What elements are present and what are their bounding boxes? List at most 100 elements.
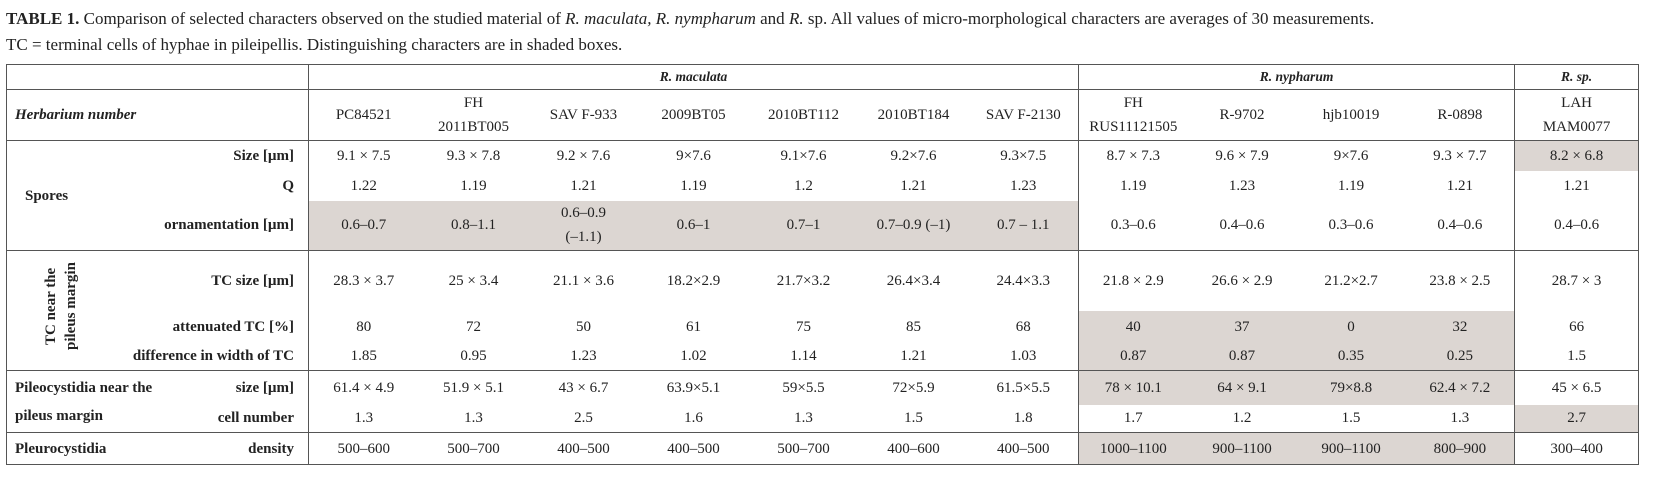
value-cell: 0.8–1.1	[418, 200, 529, 251]
value-cell: 800–900	[1405, 432, 1515, 465]
value-cell: 2.7	[1514, 404, 1639, 433]
value-cell: 0.4–0.6	[1437, 217, 1483, 234]
value-cell: 28.3 × 3.7	[308, 250, 419, 311]
value-cell: 78 × 10.1	[1078, 370, 1188, 405]
value-cell: 59×5.5	[748, 370, 859, 405]
value-cell: 1.21	[570, 177, 597, 194]
specimen-id: 2010BT184	[877, 107, 950, 123]
value-cell: 8.7 × 7.3	[1078, 140, 1188, 171]
value-cell: 0.7–1	[748, 200, 859, 251]
data-row: Spores Size [µm] 9.1 × 7.5 9.3 × 7.8 9.2 × 7…	[6, 140, 1639, 251]
value-cell: 72×5.9	[858, 370, 969, 405]
row-label: ornamentation [µm]	[164, 217, 294, 234]
value-cell: 500–700	[418, 432, 529, 465]
value-cell: 21.7×3.2	[748, 250, 859, 311]
group-name: R. maculata	[307, 64, 1079, 90]
value-cell: 1.5	[1341, 410, 1361, 427]
row-label: size [µm]	[114, 370, 309, 405]
value-cell: 0.7 – 1.1	[968, 200, 1079, 251]
value-cell: 61	[686, 318, 701, 335]
caption-text: Comparison of selected characters observ…	[79, 9, 566, 28]
data-row: difference in width of TC 1.85 0.95 1.23 1.0…	[7, 342, 1639, 371]
value-cell: 9.3 × 7.7	[1405, 140, 1515, 171]
value-cell: 1000–1100	[1078, 432, 1188, 465]
value-cell: 0.3–0.6	[1078, 200, 1188, 251]
data-row: TC near the pileus margin TC size [µm] 28.…	[6, 250, 1639, 371]
value-cell: 0.35	[1296, 342, 1406, 371]
value-cell: 500–600	[308, 432, 419, 465]
value-cell: 0.3–0.6	[1328, 217, 1374, 234]
value-cell: 400–500	[968, 432, 1079, 465]
value-cell: 64 × 9.1	[1187, 370, 1297, 405]
value-cell: 9.1 × 7.5	[308, 140, 419, 171]
value-cell: 0.4–0.6	[1219, 217, 1265, 234]
value-cell: 40	[1078, 310, 1188, 343]
value-cell: 0.4–0.6	[1514, 200, 1639, 251]
value-cell: 1.19	[680, 177, 707, 194]
section-name: Spores	[25, 187, 69, 204]
row-label: difference in width of TC	[132, 348, 294, 365]
value-cell: 1.21	[1514, 170, 1639, 201]
value-cell: 18.2×2.9	[638, 250, 749, 311]
value-cell: 1.3	[1450, 410, 1470, 427]
caption-label: TABLE 1.	[6, 9, 80, 28]
value-cell: 1.19	[1337, 177, 1365, 194]
data-row: attenuated TC [%] 80 72 50 61 75 85 68 40 37 0 32 66	[7, 310, 1639, 343]
row-label: density	[114, 432, 309, 465]
value-cell: 0.25	[1405, 342, 1515, 371]
section-label: TC near the pileus margin	[6, 250, 115, 371]
value-cell: 1.21	[900, 177, 927, 194]
value-cell: 68	[1015, 318, 1031, 335]
section-name: TC near the pileus margin	[42, 262, 79, 351]
caption-line: TABLE 1. Comparison of selected characte…	[6, 6, 1656, 32]
data-row: cell number 1.3 1.3 2.5 1.6 1.3 1.5 1.8 1.7 1.2 1.…	[7, 404, 1639, 433]
value-cell: 9.2 × 7.6	[528, 140, 639, 171]
value-cell: 1.5	[904, 410, 923, 427]
value-cell: 1.21	[1446, 177, 1473, 194]
value-cell: 50	[576, 318, 591, 335]
value-cell: 1.19	[460, 177, 487, 194]
value-cell: 0.7–0.9 (–1)	[858, 200, 969, 251]
caption-text: sp. All values of micro-morphological ch…	[803, 9, 1375, 28]
caption-text: and	[755, 9, 789, 28]
value-cell: 1.85	[308, 342, 419, 371]
specimen-id: R-0898	[1437, 107, 1483, 123]
value-cell: 0.87	[1187, 342, 1297, 371]
section-label: Spores	[6, 140, 115, 251]
data-row: Q 1.22 1.19 1.21 1.19 1.2 1.21 1.23 1.19 1.23 1.19…	[7, 170, 1639, 201]
value-cell: 1.3	[464, 410, 483, 427]
value-cell: 1.8	[1013, 410, 1033, 427]
value-cell: 72	[466, 318, 481, 335]
data-row: ornamentation [µm] 0.6–0.7 0.8–1.1 0.6–0.9 …	[7, 200, 1639, 251]
value-cell: 1.19	[1078, 170, 1188, 201]
value-cell: 63.9×5.1	[638, 370, 749, 405]
value-cell: 1.23	[1228, 177, 1256, 194]
value-cell: 1.23	[1010, 177, 1037, 194]
herbarium-label: Herbarium number	[15, 107, 137, 123]
caption-species: R. maculata, R. nympharum	[565, 9, 756, 28]
caption-note: TC = terminal cells of hyphae in pileipe…	[6, 35, 623, 54]
group-header-row: R. maculata R. nypharum R. sp.	[6, 64, 1639, 90]
value-cell: 45 × 6.5	[1514, 370, 1639, 405]
value-cell: 300–400	[1514, 432, 1639, 465]
value-cell: 1.5	[1514, 342, 1639, 371]
row-label: Q	[282, 177, 294, 194]
value-cell: 1.23	[570, 348, 597, 365]
value-cell: 21.8 × 2.9	[1078, 250, 1188, 311]
specimen-id: 2009BT05	[661, 107, 726, 123]
value-cell: 66	[1514, 310, 1639, 343]
value-cell: 28.7 × 3	[1514, 250, 1639, 311]
data-row: Pleurocystidia density 500–600 500–700 400–5…	[6, 432, 1639, 465]
value-cell: 24.4×3.3	[968, 250, 1079, 311]
value-cell: 21.1 × 3.6	[528, 250, 639, 311]
specimen-id: 2010BT112	[767, 107, 840, 123]
row-label: Size [µm]	[114, 140, 309, 171]
value-cell: 37	[1187, 310, 1297, 343]
value-cell: 0.95	[460, 348, 487, 365]
value-cell: 26.6 × 2.9	[1187, 250, 1297, 311]
value-cell: 9.6 × 7.9	[1187, 140, 1297, 171]
value-cell: 9×7.6	[1296, 140, 1406, 171]
value-cell: 25 × 3.4	[418, 250, 529, 311]
header-blank	[6, 64, 309, 90]
row-label: attenuated TC [%]	[172, 318, 294, 335]
